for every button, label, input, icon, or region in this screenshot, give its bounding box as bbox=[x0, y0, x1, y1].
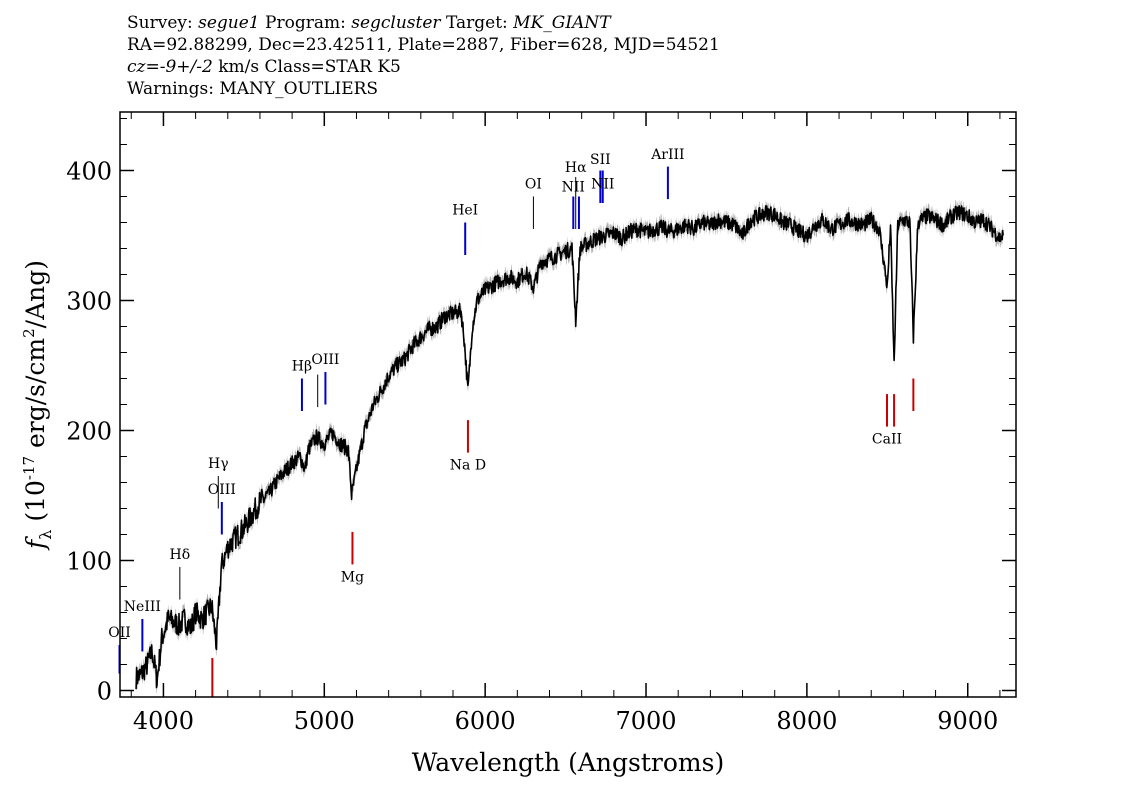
error-band bbox=[136, 199, 1004, 696]
target-label: Target: bbox=[445, 13, 508, 33]
spectrum-line bbox=[135, 205, 1004, 690]
plot-header: Survey: segue1 Program: segcluster Targe… bbox=[127, 12, 720, 100]
header-line-warnings: Warnings: MANY_OUTLIERS bbox=[127, 79, 379, 99]
program-label: Program: bbox=[265, 13, 346, 33]
line-label-13: SII bbox=[590, 152, 611, 168]
y-tick-label-4: 400 bbox=[66, 158, 112, 186]
x-tick-label-3: 7000 bbox=[615, 707, 676, 735]
y-axis-exp1: -17 bbox=[20, 456, 38, 480]
header-line-redshift: cz=-9+/-2 km/s Class=STAR K5 bbox=[127, 56, 720, 78]
line-label-11: Hα bbox=[565, 160, 587, 176]
line-label-8: HeI bbox=[452, 203, 478, 219]
class-text: km/s Class=STAR K5 bbox=[212, 57, 401, 77]
y-axis-title: fλ (10-17 erg/s/cm2/Ang) bbox=[20, 260, 55, 551]
target-value: MK_GIANT bbox=[513, 13, 611, 33]
x-tick-label-2: 6000 bbox=[455, 707, 516, 735]
header-line-coords: RA=92.88299, Dec=23.42511, Plate=2887, F… bbox=[127, 35, 720, 55]
y-tick-label-0: 0 bbox=[97, 678, 112, 706]
line-label-17: Mg bbox=[341, 569, 364, 585]
y-axis-mid: erg/s/cm bbox=[21, 338, 50, 456]
y-axis-exp2: 2 bbox=[20, 328, 38, 338]
program-value: segcluster bbox=[351, 13, 441, 33]
line-label-5: Hβ bbox=[292, 359, 312, 375]
cz-value: cz=-9+/-2 bbox=[127, 57, 213, 77]
x-axis-title: Wavelength (Angstroms) bbox=[412, 748, 724, 777]
line-label-4: OIII bbox=[208, 482, 236, 498]
line-label-10: NII bbox=[562, 179, 585, 195]
survey-label: Survey: bbox=[127, 13, 193, 33]
y-tick-label-1: 100 bbox=[66, 548, 112, 576]
axis-ticks: 4000 5000 6000 7000 8000 9000 0 100 200 300 400 bbox=[66, 112, 1016, 735]
line-label-14: NII bbox=[591, 177, 614, 193]
x-tick-label-5: 9000 bbox=[937, 707, 998, 735]
line-label-19: CaII bbox=[872, 432, 902, 448]
plot-frame bbox=[119, 111, 1017, 698]
y-axis-f: f bbox=[21, 536, 50, 551]
y-axis-open: (10 bbox=[21, 480, 50, 530]
y-tick-label-3: 300 bbox=[66, 288, 112, 316]
x-tick-label-0: 4000 bbox=[133, 707, 194, 735]
survey-value: segue1 bbox=[198, 13, 260, 33]
line-label-2: Hδ bbox=[170, 547, 191, 563]
line-label-3: Hγ bbox=[208, 456, 229, 472]
header-line-survey: Survey: segue1 Program: segcluster Targe… bbox=[127, 12, 720, 34]
x-tick-label-1: 5000 bbox=[294, 707, 355, 735]
y-tick-label-2: 200 bbox=[66, 418, 112, 446]
line-label-1: NeIII bbox=[124, 599, 161, 615]
y-axis-close: /Ang) bbox=[21, 260, 50, 328]
line-label-15: ArIII bbox=[650, 147, 684, 163]
x-tick-label-4: 8000 bbox=[776, 707, 837, 735]
spectrum-series bbox=[135, 205, 1004, 690]
line-label-18: Na D bbox=[450, 458, 486, 474]
line-label-7: OIII bbox=[311, 352, 339, 368]
line-label-9: OI bbox=[525, 177, 542, 193]
y-axis-lambda: λ bbox=[36, 530, 55, 540]
error-band-area bbox=[136, 199, 1004, 696]
